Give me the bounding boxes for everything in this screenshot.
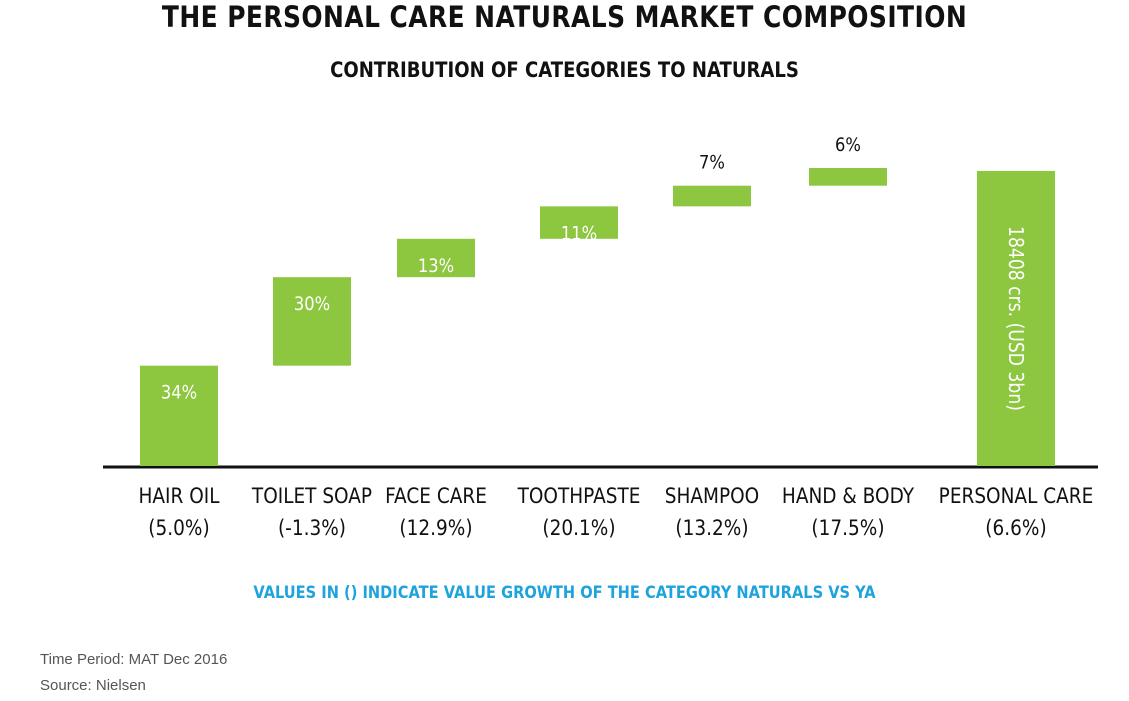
bar-toilet-soap bbox=[273, 277, 351, 366]
bar-face-care bbox=[397, 238, 475, 278]
category-label: HAND & BODY (17.5%) bbox=[758, 480, 938, 544]
bar-shampoo bbox=[673, 185, 751, 207]
category-name: PERSONAL CARE bbox=[938, 484, 1094, 508]
category-growth: (6.6%) bbox=[985, 516, 1047, 540]
category-growth: (-1.3%) bbox=[277, 516, 347, 540]
category-name: HAND & BODY bbox=[781, 484, 915, 508]
category-growth: (17.5%) bbox=[811, 516, 885, 540]
category-name: TOILET SOAP bbox=[251, 484, 373, 508]
bar-hand-body bbox=[809, 168, 887, 186]
value-label: 30% bbox=[294, 294, 330, 315]
bar-personal-care bbox=[977, 170, 1055, 466]
category-growth: (5.0%) bbox=[148, 516, 210, 540]
category-label: TOOTHPASTE (20.1%) bbox=[489, 480, 669, 544]
value-label: 7% bbox=[699, 153, 725, 174]
category-name: TOOTHPASTE bbox=[517, 484, 641, 508]
bar-toothpaste bbox=[540, 206, 618, 239]
value-label: 18408 crs. (USD 3bn) bbox=[1004, 226, 1027, 411]
category-growth: (20.1%) bbox=[542, 516, 616, 540]
chart-title: THE PERSONAL CARE NATURALS MARKET COMPOS… bbox=[161, 0, 968, 34]
value-label: 34% bbox=[161, 383, 197, 404]
category-name: FACE CARE bbox=[385, 484, 487, 508]
category-label: PERSONAL CARE (6.6%) bbox=[926, 480, 1106, 544]
value-label: 11% bbox=[561, 223, 597, 244]
category-growth: (13.2%) bbox=[675, 516, 749, 540]
value-label: 6% bbox=[835, 135, 861, 156]
footer-period: Time Period: MAT Dec 2016 bbox=[40, 651, 228, 668]
category-growth: (12.9%) bbox=[399, 516, 473, 540]
category-name: HAIR OIL bbox=[138, 484, 220, 508]
growth-note: VALUES IN () INDICATE VALUE GROWTH OF TH… bbox=[253, 583, 876, 603]
category-label: SHAMPOO (13.2%) bbox=[622, 480, 802, 544]
chart-subtitle: CONTRIBUTION OF CATEGORIES TO NATURALS bbox=[330, 58, 799, 82]
category-label: FACE CARE (12.9%) bbox=[346, 480, 526, 544]
category-label: HAIR OIL (5.0%) bbox=[89, 480, 269, 544]
bar-hair-oil bbox=[140, 365, 218, 466]
footer-source: Source: Nielsen bbox=[40, 677, 146, 694]
category-name: SHAMPOO bbox=[664, 484, 760, 508]
value-label: 13% bbox=[418, 256, 454, 277]
category-label: TOILET SOAP (-1.3%) bbox=[222, 480, 402, 544]
